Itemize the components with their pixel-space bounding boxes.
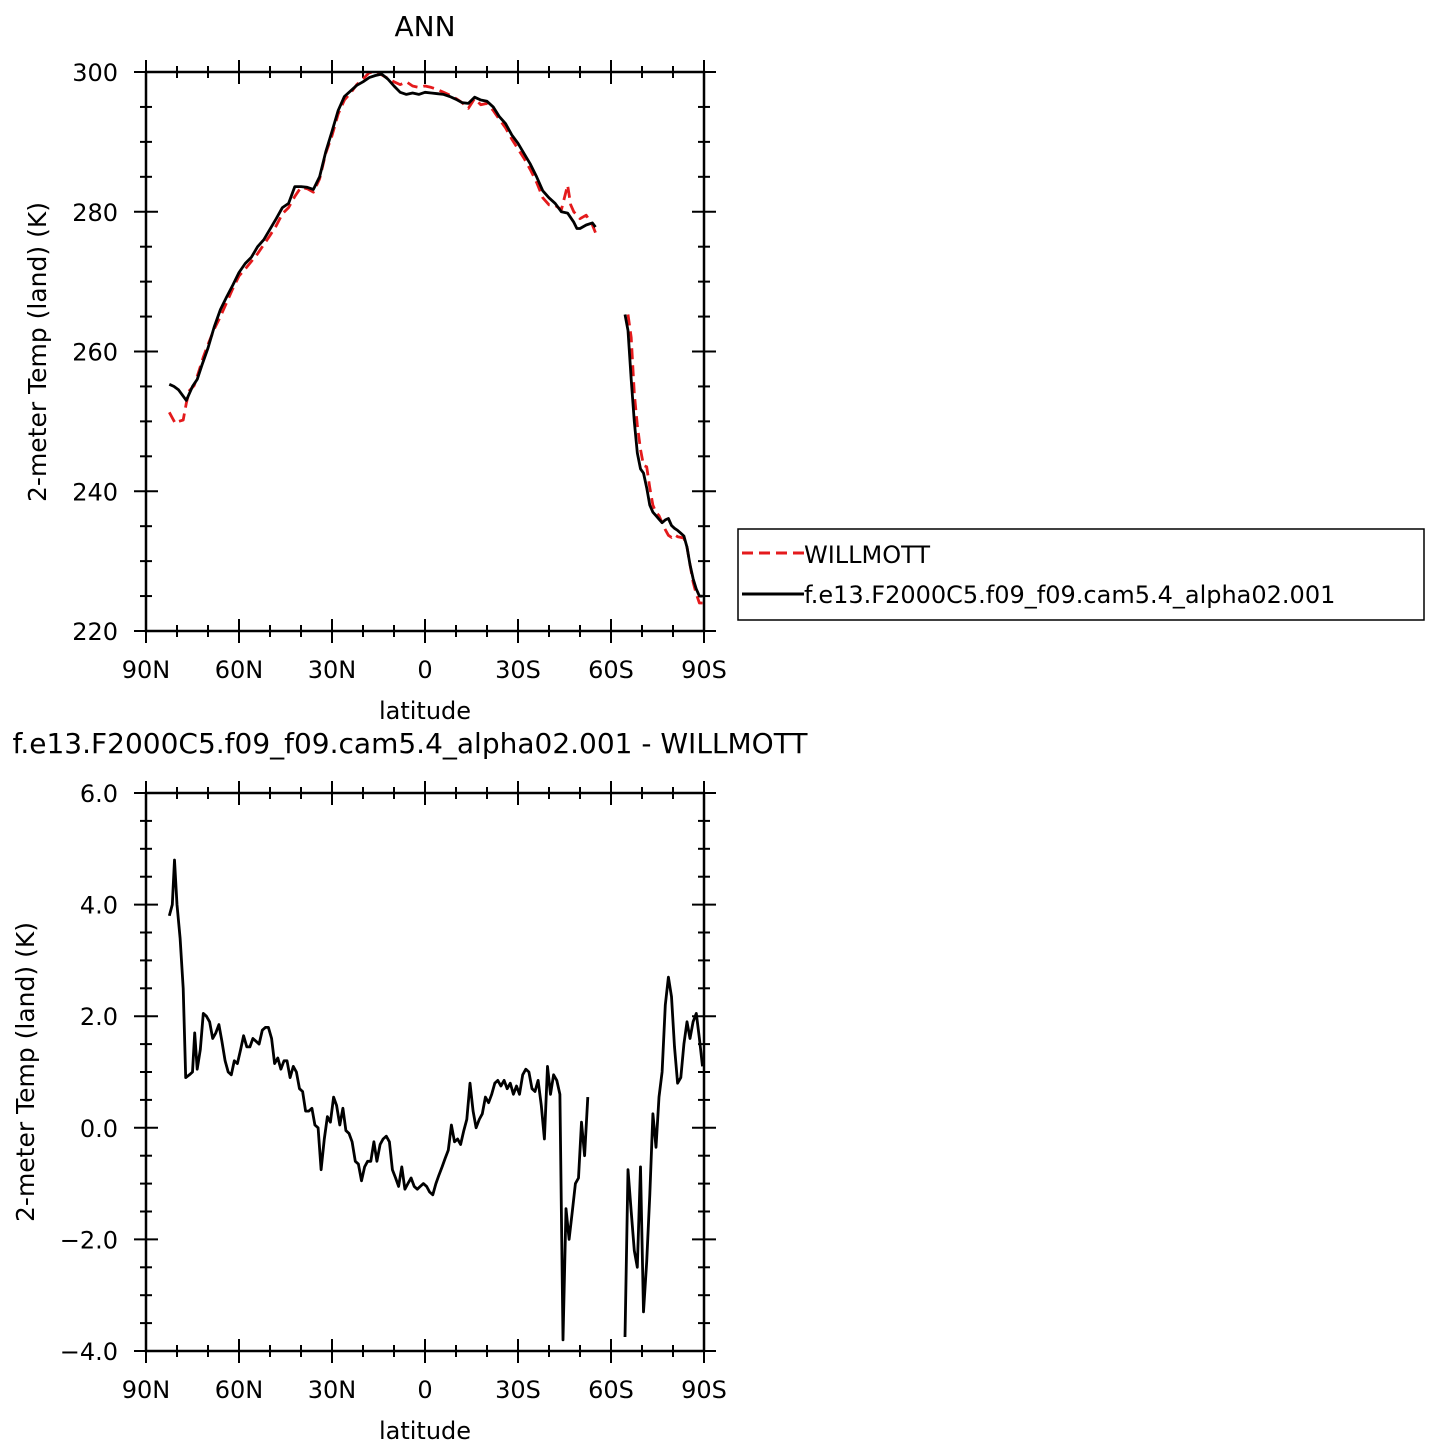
difference-chart: f.e13.F2000C5.f09_f09.cam5.4_alpha02.001… (11, 727, 808, 1445)
y-axis-label: 2-meter Temp (land) (K) (23, 202, 52, 502)
y-tick-labels: −4.0 −2.0 0.0 2.0 4.0 6.0 (60, 780, 118, 1366)
x-tick-label: 0 (417, 656, 432, 684)
series-line (168, 72, 597, 425)
series-line (167, 858, 590, 1342)
legend-label-model: f.e13.F2000C5.f09_f09.cam5.4_alpha02.001 (804, 581, 1335, 609)
x-tick-labels: 90N 60N 30N 0 30S 60S 90S (122, 1376, 727, 1404)
x-tick-label: 60N (215, 1376, 264, 1404)
y-tick-label: 4.0 (80, 892, 118, 920)
y-tick-label: −2.0 (60, 1226, 118, 1254)
y-tick-label: 6.0 (80, 780, 118, 808)
x-tick-label: 30S (495, 1376, 541, 1404)
y-tick-label: −4.0 (60, 1338, 118, 1366)
y-tick-label: 300 (72, 59, 118, 87)
legend-box (737, 528, 1425, 621)
series-line (623, 975, 704, 1338)
x-tick-label: 90S (681, 1376, 727, 1404)
legend-label-willmott: WILLMOTT (804, 541, 930, 569)
x-tick-label: 30S (495, 656, 541, 684)
chart-title: ANN (394, 10, 455, 43)
x-tick-label: 30N (308, 656, 357, 684)
y-tick-label: 2.0 (80, 1003, 118, 1031)
y-tick-label: 260 (72, 339, 118, 367)
series-lines (167, 858, 704, 1342)
x-tick-label: 30N (308, 1376, 357, 1404)
plot-frame (144, 791, 706, 1353)
y-tick-label: 0.0 (80, 1115, 118, 1143)
tick-marks (134, 781, 716, 1363)
x-axis-label: latitude (379, 697, 471, 725)
x-tick-labels: 90N 60N 30N 0 30S 60S 90S (122, 656, 727, 684)
x-tick-label: 0 (417, 1376, 432, 1404)
x-tick-label: 60S (588, 1376, 634, 1404)
x-tick-label: 90N (122, 656, 171, 684)
series-line (623, 314, 703, 598)
x-tick-label: 90N (122, 1376, 171, 1404)
series-lines (168, 72, 703, 605)
x-tick-label: 90S (681, 656, 727, 684)
x-tick-label: 60N (215, 656, 264, 684)
x-axis-label: latitude (379, 1417, 471, 1445)
chart-title: f.e13.F2000C5.f09_f09.cam5.4_alpha02.001… (13, 727, 809, 760)
y-tick-labels: 220 240 260 280 300 (72, 59, 118, 646)
y-tick-label: 220 (72, 618, 118, 646)
x-tick-label: 60S (588, 656, 634, 684)
y-axis-label: 2-meter Temp (land) (K) (11, 922, 40, 1222)
plot-frame (144, 70, 706, 633)
series-line (168, 72, 597, 402)
legend: WILLMOTT f.e13.F2000C5.f09_f09.cam5.4_al… (737, 528, 1425, 621)
y-tick-label: 240 (72, 478, 118, 506)
y-tick-label: 280 (72, 199, 118, 227)
